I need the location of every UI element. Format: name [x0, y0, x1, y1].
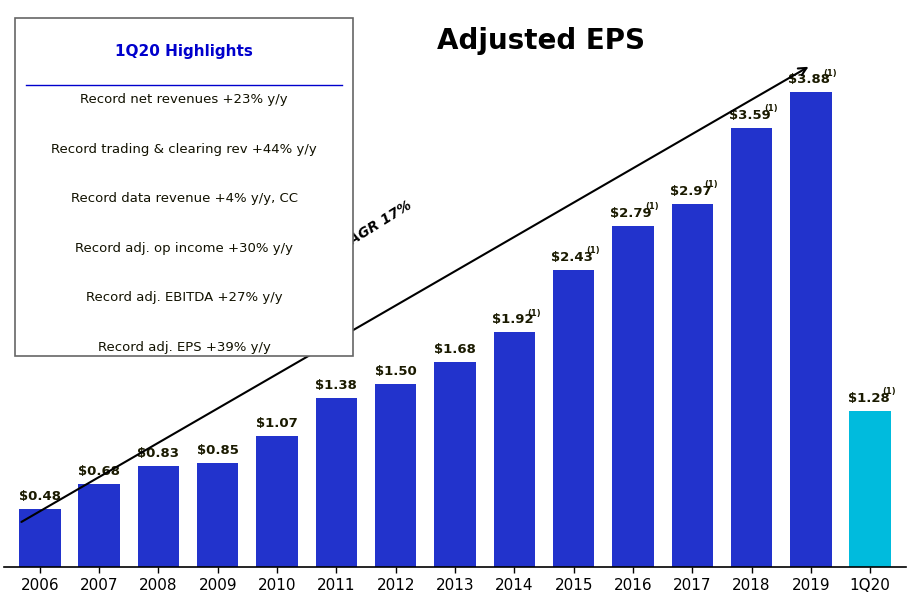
Bar: [731, 128, 773, 567]
Text: $2.79: $2.79: [611, 207, 652, 220]
Text: Record trading & clearing rev +44% y/y: Record trading & clearing rev +44% y/y: [51, 143, 317, 156]
Text: $1.28: $1.28: [847, 392, 889, 405]
Text: (1): (1): [764, 104, 778, 113]
Bar: [790, 93, 832, 567]
Text: Record adj. op income +30% y/y: Record adj. op income +30% y/y: [75, 242, 293, 255]
Text: $2.43: $2.43: [551, 251, 592, 264]
Text: (1): (1): [883, 387, 896, 396]
Text: $0.83: $0.83: [137, 447, 179, 460]
Text: $0.85: $0.85: [197, 444, 238, 457]
Text: 1Q20 Highlights: 1Q20 Highlights: [115, 44, 253, 59]
Text: Record net revenues +23% y/y: Record net revenues +23% y/y: [80, 93, 288, 106]
Bar: [849, 411, 891, 567]
Text: Record data revenue +4% y/y, CC: Record data revenue +4% y/y, CC: [71, 192, 298, 205]
Bar: [434, 362, 476, 567]
Bar: [19, 509, 61, 567]
Text: $2.97: $2.97: [670, 184, 712, 198]
Text: (1): (1): [704, 180, 718, 189]
Bar: [493, 333, 535, 567]
Text: $1.07: $1.07: [256, 417, 298, 430]
Bar: [553, 270, 594, 567]
Text: (1): (1): [586, 246, 600, 255]
Text: '06 - '19 CAGR 17%: '06 - '19 CAGR 17%: [282, 198, 415, 288]
Text: $1.50: $1.50: [375, 365, 417, 378]
Text: $3.88: $3.88: [788, 73, 830, 86]
Bar: [197, 463, 238, 567]
Bar: [78, 484, 120, 567]
Text: $0.48: $0.48: [19, 490, 61, 503]
Text: $3.59: $3.59: [729, 109, 771, 122]
Bar: [316, 398, 357, 567]
Text: $1.68: $1.68: [434, 343, 476, 356]
Bar: [257, 436, 298, 567]
Text: $0.68: $0.68: [78, 465, 120, 478]
Text: $1.92: $1.92: [491, 313, 533, 326]
Bar: [375, 384, 417, 567]
Text: Record adj. EPS +39% y/y: Record adj. EPS +39% y/y: [97, 341, 270, 354]
Bar: [672, 204, 713, 567]
FancyBboxPatch shape: [15, 19, 353, 356]
Text: Record adj. EBITDA +27% y/y: Record adj. EBITDA +27% y/y: [86, 291, 282, 304]
Bar: [137, 466, 179, 567]
Text: $1.38: $1.38: [316, 379, 358, 392]
Bar: [612, 226, 653, 567]
Text: (1): (1): [645, 202, 659, 211]
Text: (1): (1): [824, 69, 837, 78]
Text: Adjusted EPS: Adjusted EPS: [437, 27, 644, 55]
Text: (1): (1): [527, 309, 541, 318]
